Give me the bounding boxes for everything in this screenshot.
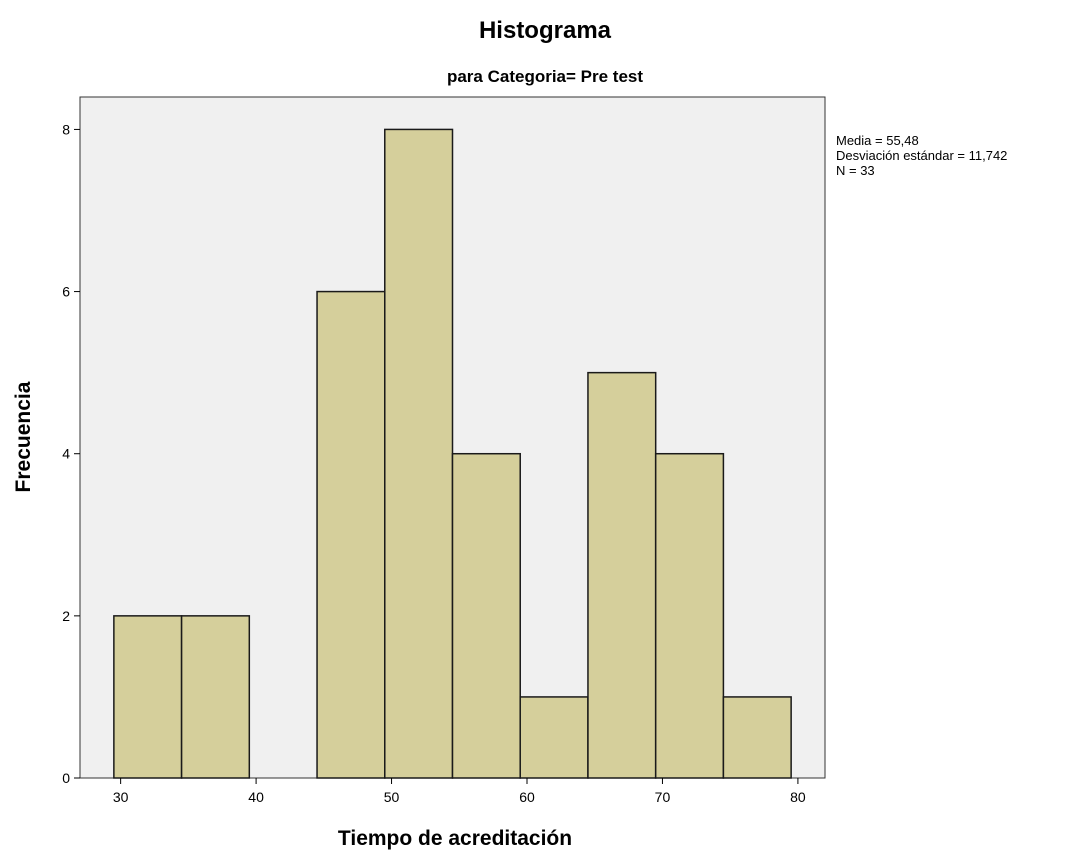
histogram-bar-8 bbox=[654, 452, 725, 779]
stat-line-1: Media = 55,48 bbox=[836, 133, 919, 148]
x-tick-label: 80 bbox=[790, 789, 806, 805]
stat-line-2: Desviación estándar = 11,742 bbox=[836, 148, 1007, 163]
histogram-bar-6 bbox=[519, 696, 589, 779]
x-tick-label: 30 bbox=[113, 789, 129, 805]
x-tick-label: 60 bbox=[519, 789, 535, 805]
chart-subtitle: para Categoria= Pre test bbox=[447, 67, 643, 86]
y-axis: 0 2 4 6 8 bbox=[62, 121, 80, 786]
bars-group bbox=[113, 128, 792, 779]
x-tick-label: 40 bbox=[248, 789, 264, 805]
histogram-bar-4 bbox=[384, 128, 454, 779]
stat-line-3: N = 33 bbox=[836, 163, 875, 178]
y-tick-label: 4 bbox=[62, 446, 70, 462]
x-axis-title: Tiempo de acreditación bbox=[338, 827, 572, 850]
histogram-bar-9 bbox=[722, 696, 792, 779]
x-tick-label: 70 bbox=[655, 789, 671, 805]
y-tick-label: 8 bbox=[62, 121, 70, 137]
x-tick-label: 50 bbox=[384, 789, 400, 805]
histogram-bar-5 bbox=[451, 452, 521, 779]
histogram-bar-2 bbox=[180, 615, 251, 779]
x-axis: 30 40 50 60 70 80 bbox=[113, 778, 806, 805]
histogram-bar-7 bbox=[587, 371, 657, 779]
y-tick-label: 6 bbox=[62, 284, 70, 300]
histogram-bar-3 bbox=[316, 290, 386, 779]
y-tick-label: 0 bbox=[62, 770, 70, 786]
y-tick-label: 2 bbox=[62, 608, 70, 624]
y-axis-title: Frecuencia bbox=[12, 381, 35, 492]
histogram-bar-1 bbox=[113, 615, 183, 779]
chart-title: Histograma bbox=[479, 17, 612, 44]
